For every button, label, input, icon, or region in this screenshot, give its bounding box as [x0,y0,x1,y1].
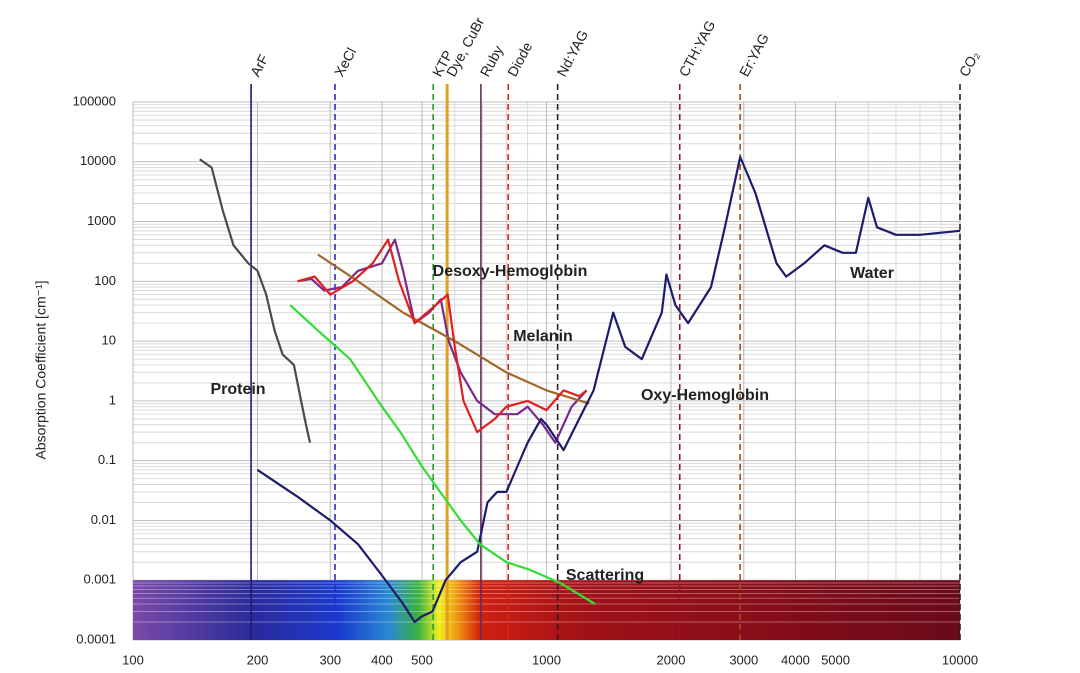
series-line [297,238,588,434]
y-tick-label: 0.1 [98,452,116,467]
x-tick-label: 2000 [657,652,686,667]
x-tick-label: 5000 [821,652,850,667]
series-label: Scattering [566,567,644,584]
x-tick-label: 100 [122,652,144,667]
laser-label: Diode [504,39,535,79]
y-axis-title: Absorption Coefficient [cm⁻¹] [33,280,49,459]
band-lines [133,582,960,623]
grid [132,101,961,641]
series-label: Melanin [513,328,573,345]
laser-label: XeCl [331,45,359,79]
series-label: Water [850,265,894,282]
series-label: Oxy-Hemoglobin [641,387,769,404]
y-tick-label: 10000 [80,153,116,168]
y-tick-label: 100000 [73,93,116,108]
series-label: Protein [210,381,265,398]
series-line [256,155,961,624]
labels: Protein Desoxy-Hemoglobin Melanin Oxy-Hemog… [210,263,893,584]
laser-label: Nd:YAG [553,27,591,79]
x-tick-label: 4000 [781,652,810,667]
y-tick-label: 0.0001 [76,631,116,646]
y-tick-label: 100 [94,273,116,288]
series-line [199,158,312,443]
visible-spectrum-band [133,580,960,640]
laser-label: CO₂ [956,48,983,79]
laser-label: ArF [247,52,272,79]
x-tick-label: 200 [247,652,269,667]
x-tick-label: 300 [319,652,341,667]
y-tick-label: 1 [109,392,116,407]
series-line [289,304,596,605]
x-tick-label: 3000 [729,652,758,667]
series-label: Desoxy-Hemoglobin [433,263,588,280]
x-tick-label: 10000 [942,652,978,667]
laser-label: Er:YAG [736,31,772,79]
laser-label: Ruby [477,43,506,79]
x-tick-label: 500 [411,652,433,667]
laser-label: CTH:YAG [676,18,719,80]
y-tick-label: 0.01 [91,512,116,527]
x-tick-label: 1000 [532,652,561,667]
series-lines [199,155,961,624]
y-tick-label: 10 [102,333,116,348]
y-tick-label: 1000 [87,213,116,228]
x-tick-label: 400 [371,652,393,667]
y-tick-label: 0.001 [83,572,116,587]
